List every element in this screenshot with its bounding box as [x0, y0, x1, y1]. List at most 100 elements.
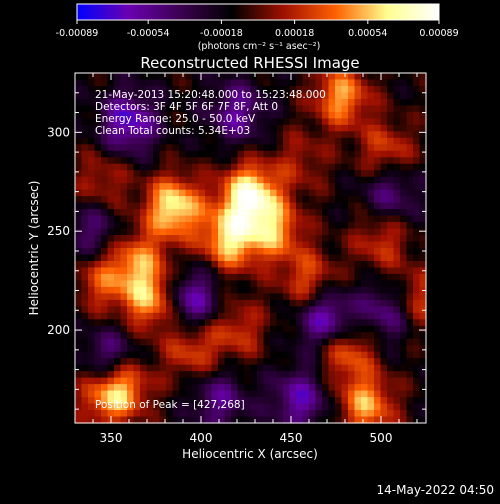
heatmap-cell [250, 137, 258, 145]
heatmap-cell [361, 403, 369, 411]
heatmap-cell [107, 397, 115, 405]
heatmap-cell [127, 306, 135, 314]
heatmap-cell [354, 377, 362, 385]
heatmap-cell [322, 79, 330, 87]
heatmap-cell [107, 209, 115, 217]
heatmap-cell [192, 254, 200, 262]
heatmap-cell [400, 410, 408, 418]
heatmap-cell [114, 338, 122, 346]
heatmap-cell [328, 163, 336, 171]
heatmap-cell [211, 157, 219, 165]
heatmap-cell [296, 267, 304, 275]
heatmap-cell [270, 92, 278, 100]
heatmap-cell [257, 286, 265, 294]
heatmap-cell [315, 397, 323, 405]
heatmap-cell [101, 118, 109, 126]
heatmap-cell [172, 157, 180, 165]
heatmap-cell [406, 280, 414, 288]
heatmap-cell [81, 189, 89, 197]
heatmap-cell [380, 280, 388, 288]
heatmap-cell [328, 260, 336, 269]
heatmap-cell [296, 306, 304, 314]
heatmap-cell [153, 273, 161, 282]
heatmap-cell [127, 416, 135, 424]
heatmap-cell [159, 325, 167, 333]
heatmap-cell [406, 319, 414, 327]
heatmap-cell [185, 358, 193, 366]
heatmap-cell [406, 111, 414, 119]
heatmap-cell [335, 131, 343, 139]
heatmap-cell [211, 293, 219, 301]
heatmap-cell [198, 254, 206, 262]
heatmap-cell [237, 111, 245, 119]
heatmap-cell [237, 202, 245, 210]
heatmap-cell [159, 254, 167, 262]
heatmap-cell [387, 403, 395, 411]
heatmap-cell [250, 196, 258, 204]
heatmap-cell [354, 85, 362, 94]
heatmap-cell [153, 189, 161, 197]
heatmap-cell [289, 416, 297, 424]
heatmap-cell [283, 254, 291, 262]
heatmap-cell [101, 351, 109, 359]
heatmap-cell [302, 209, 310, 217]
heatmap-cell [250, 248, 258, 256]
heatmap-cell [413, 403, 421, 411]
heatmap-cell [302, 260, 310, 269]
heatmap-cell [374, 286, 382, 294]
heatmap-cell [101, 377, 109, 385]
heatmap-cell [88, 273, 96, 282]
heatmap-cell [283, 189, 291, 197]
heatmap-cell [94, 79, 102, 87]
heatmap-cell [185, 131, 193, 139]
heatmap-cell [88, 332, 96, 340]
heatmap-cell [374, 377, 382, 385]
heatmap-cell [218, 228, 226, 236]
heatmap-cell [387, 105, 395, 113]
heatmap-cell [211, 371, 219, 379]
heatmap-cell [107, 150, 115, 158]
heatmap-cell [296, 280, 304, 288]
heatmap-cell [328, 92, 336, 100]
heatmap-cell [335, 280, 343, 288]
heatmap-cell [127, 196, 135, 204]
heatmap-cell [192, 85, 200, 94]
heatmap-cell [296, 85, 304, 94]
heatmap-cell [270, 111, 278, 119]
heatmap-cell [146, 118, 154, 126]
heatmap-cell [231, 105, 239, 113]
heatmap-cell [133, 332, 141, 340]
heatmap-cell [361, 397, 369, 405]
heatmap-cell [289, 85, 297, 94]
heatmap-cell [393, 351, 401, 359]
heatmap-cell [361, 299, 369, 307]
heatmap-cell [133, 254, 141, 262]
heatmap-cell [81, 241, 89, 249]
heatmap-cell [231, 85, 239, 94]
heatmap-cell [276, 248, 284, 256]
heatmap-cell [146, 371, 154, 379]
heatmap-cell [354, 118, 362, 126]
heatmap-cell [205, 345, 213, 353]
heatmap-cell [419, 248, 427, 256]
heatmap-cell [205, 118, 213, 126]
heatmap-cell [94, 111, 102, 119]
heatmap-cell [341, 98, 349, 107]
heatmap-cell [393, 390, 401, 398]
heatmap-cell [413, 222, 421, 230]
heatmap-cell [120, 163, 128, 171]
heatmap-cell [75, 248, 83, 256]
heatmap-cell [179, 267, 187, 275]
heatmap-cell [315, 364, 323, 372]
heatmap-cell [211, 286, 219, 294]
heatmap-cell [127, 222, 135, 230]
heatmap-cell [367, 345, 375, 353]
heatmap-cell [133, 248, 141, 256]
heatmap-cell [114, 176, 122, 184]
heatmap-cell [81, 312, 89, 320]
heatmap-cell [101, 332, 109, 340]
heatmap-cell [81, 209, 89, 217]
heatmap-cell [192, 131, 200, 139]
heatmap-cell [192, 163, 200, 171]
heatmap-cell [393, 73, 401, 81]
